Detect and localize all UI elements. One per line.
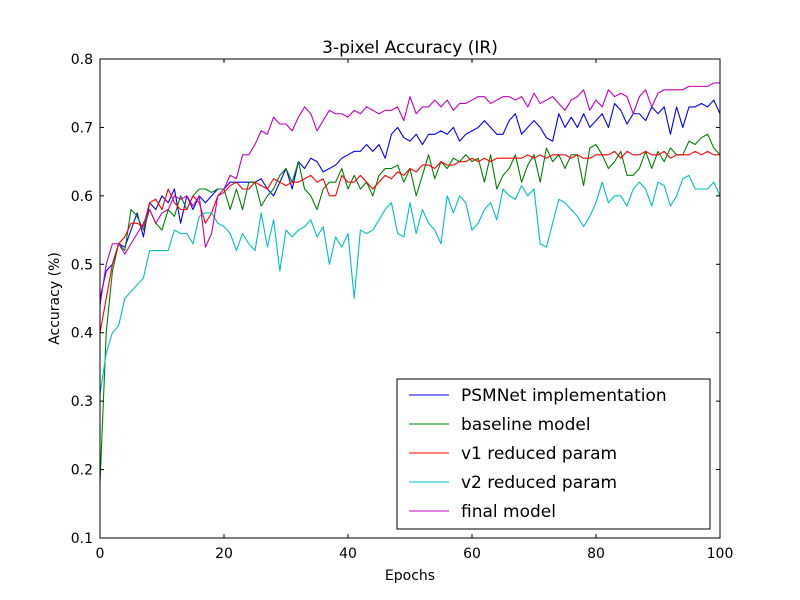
series-line-v2-reduced-param (99, 174, 721, 395)
series-layer (99, 82, 721, 484)
x-tick-label: 80 (587, 546, 605, 562)
legend-label-psmnet-implementation: PSMNet implementation (461, 386, 667, 406)
legend-box (396, 378, 711, 530)
y-tick-label: 0.1 (71, 531, 93, 547)
x-tick-label: 0 (96, 546, 105, 562)
legend: PSMNet implementation baseline model v1 re… (396, 378, 711, 530)
x-tick-label: 100 (707, 546, 734, 562)
x-tick-label: 60 (463, 546, 481, 562)
x-axis-title: Epochs (385, 568, 435, 584)
plot-frame (99, 58, 721, 539)
series-line-psmnet-implementation (99, 99, 721, 299)
chart-title: 3-pixel Accuracy (IR) (322, 38, 498, 58)
legend-label-v1-reduced-param: v1 reduced param (461, 444, 617, 464)
legend-label-final-model: final model (461, 502, 556, 522)
series-line-v1-reduced-param (99, 150, 720, 333)
x-tick-label: 40 (339, 546, 357, 562)
y-tick-label: 0.5 (71, 257, 93, 273)
y-tick-label: 0.6 (71, 189, 93, 205)
ticks-layer: 0 20 40 60 80 100 0.1 0.2 0.3 0.4 0.5 0.6 0.7 0.8 (71, 52, 734, 562)
y-tick-label: 0.2 (71, 463, 93, 479)
y-tick-label: 0.4 (71, 326, 93, 342)
x-tick-label: 20 (215, 546, 233, 562)
y-tick-label: 0.8 (71, 52, 93, 68)
series-line-final-model (99, 82, 720, 306)
y-axis-title: Accuracy (%) (47, 252, 63, 345)
y-tick-label: 0.7 (71, 120, 93, 136)
legend-label-v2-reduced-param: v2 reduced param (461, 473, 617, 493)
y-tick-label: 0.3 (71, 394, 93, 410)
legend-label-baseline-model: baseline model (461, 415, 591, 435)
